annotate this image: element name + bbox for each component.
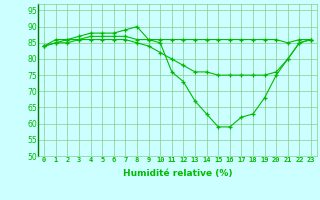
X-axis label: Humidité relative (%): Humidité relative (%) (123, 169, 232, 178)
